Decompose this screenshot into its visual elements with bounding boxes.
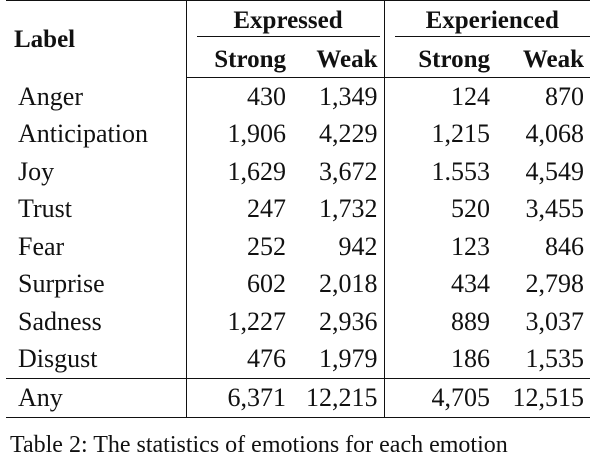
experienced-strong-header: Strong xyxy=(384,41,496,78)
cell: 124 xyxy=(451,81,490,111)
cell: 4,229 xyxy=(292,115,385,153)
cell: 3,672 xyxy=(292,153,385,191)
cell: 1,906 xyxy=(227,119,287,149)
cell: 1,215 xyxy=(431,119,491,149)
row-label: Joy xyxy=(6,153,187,191)
cell: 1,629 xyxy=(227,156,287,186)
row-label: Fear xyxy=(6,228,187,266)
cell: 1,535 xyxy=(525,344,585,374)
row-label: Surprise xyxy=(6,265,187,303)
table-row: Surprise 602 2,018 434 2,798 xyxy=(6,265,590,303)
row-label: Anticipation xyxy=(6,115,187,153)
cell: 247 xyxy=(247,194,286,224)
cell: 870 xyxy=(545,81,584,111)
cell: 4,705 xyxy=(384,378,496,418)
cell: 430 xyxy=(247,81,286,111)
cell: 1,349 xyxy=(292,77,385,116)
cell: 1,227 xyxy=(227,306,287,336)
table-row: Anticipation 1,906 4,229 1,215 4,068 xyxy=(6,115,590,153)
expressed-strong-header: Strong xyxy=(186,41,292,78)
cell: 252 xyxy=(247,231,286,261)
table-row: Disgust 476 1,979 186 1,535 xyxy=(6,340,590,379)
cell: 2,936 xyxy=(292,303,385,341)
cell: 2,018 xyxy=(292,265,385,303)
cell: 12,215 xyxy=(292,378,385,418)
label-column-header: Label xyxy=(6,0,187,78)
row-label: Sadness xyxy=(6,303,187,341)
cell: 2,798 xyxy=(525,269,585,299)
expressed-weak-header: Weak xyxy=(292,41,385,78)
experienced-weak-header: Weak xyxy=(496,41,590,78)
row-label: Disgust xyxy=(6,340,187,379)
cell: 12,515 xyxy=(496,378,590,418)
cell: 3,037 xyxy=(525,306,585,336)
table-row: Trust 247 1,732 520 3,455 xyxy=(6,190,590,228)
cell: 4,549 xyxy=(525,156,585,186)
expressed-group-header: Expressed xyxy=(186,0,385,41)
cell: 889 xyxy=(451,306,490,336)
row-label: Trust xyxy=(6,190,187,228)
cell: 123 xyxy=(451,231,490,261)
cell: 1,979 xyxy=(292,340,385,379)
table-caption: Table 2: The statistics of emotions for … xyxy=(10,432,508,458)
total-label: Any xyxy=(6,378,187,418)
table-row: Sadness 1,227 2,936 889 3,037 xyxy=(6,303,590,341)
cell: 602 xyxy=(247,269,286,299)
cell: 846 xyxy=(545,231,584,261)
table-row: Joy 1,629 3,672 1.553 4,549 xyxy=(6,153,590,191)
cell: 4,068 xyxy=(525,119,585,149)
cell: 186 xyxy=(451,344,490,374)
experienced-group-header: Experienced xyxy=(384,0,590,41)
experienced-group-label: Experienced xyxy=(394,8,590,37)
total-row: Any 6,371 12,215 4,705 12,515 xyxy=(6,378,590,418)
cell: 6,371 xyxy=(186,378,292,418)
row-label: Anger xyxy=(6,77,187,116)
cell: 520 xyxy=(451,194,490,224)
table-row: Fear 252 942 123 846 xyxy=(6,228,590,266)
table-row: Anger 430 1,349 124 870 xyxy=(6,77,590,116)
cell: 1,732 xyxy=(292,190,385,228)
emotion-statistics-table: Label Expressed Experienced Strong Weak … xyxy=(6,0,590,418)
cell: 476 xyxy=(247,344,286,374)
cell: 942 xyxy=(292,228,385,266)
cell: 3,455 xyxy=(525,194,585,224)
cell: 434 xyxy=(451,269,490,299)
expressed-group-label: Expressed xyxy=(196,8,380,37)
cell: 1.553 xyxy=(431,156,491,186)
